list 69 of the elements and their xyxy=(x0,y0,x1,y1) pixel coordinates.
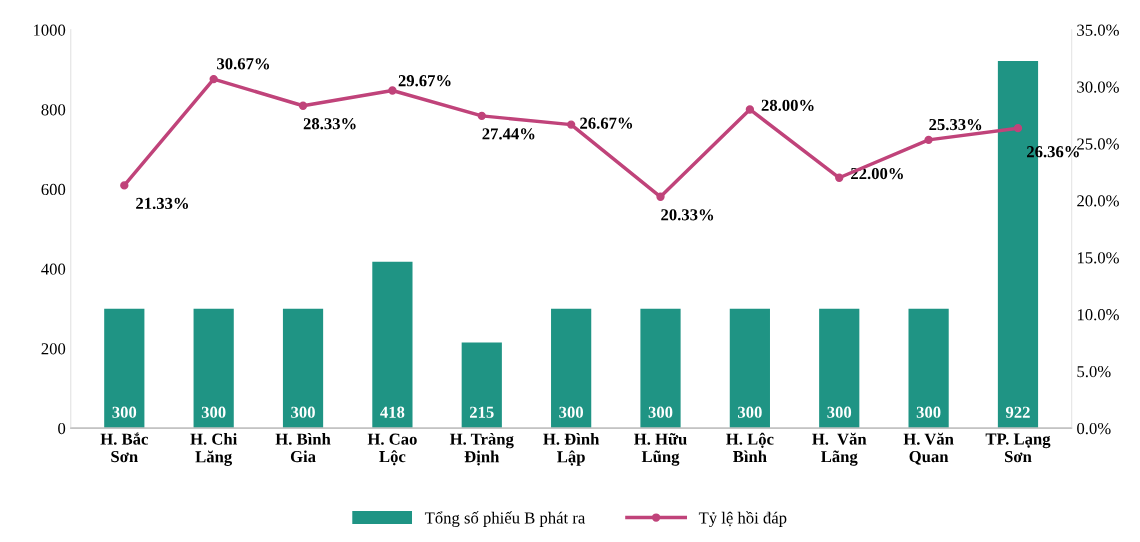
data-label: 22.00% xyxy=(851,167,903,180)
y2-tick-label: 20.0% xyxy=(1077,195,1119,207)
x-tick-label: H. Bắc Sơn xyxy=(100,432,148,463)
data-label: 300 xyxy=(201,406,226,418)
y2-tick-label: 0.0% xyxy=(1077,422,1111,435)
x-tick-label: H. Cao Lộc xyxy=(367,433,417,466)
x-tick-label: H. Đình Lập xyxy=(543,433,600,466)
data-label: 25.33% xyxy=(929,118,982,131)
y2-tick-label: 35.0% xyxy=(1077,24,1119,36)
point xyxy=(209,74,218,84)
point xyxy=(924,135,933,145)
point xyxy=(1013,123,1023,133)
x-tick-label: H. Bình Gia xyxy=(275,433,331,463)
point xyxy=(388,86,397,95)
data-label: 922 xyxy=(1005,406,1030,418)
bar xyxy=(282,308,324,429)
data-label: 300 xyxy=(738,406,762,418)
bar xyxy=(908,308,949,429)
y-tick-label: 200 xyxy=(41,343,66,355)
y2-tick-label: 25.0% xyxy=(1077,138,1119,150)
bar xyxy=(551,308,592,429)
bar xyxy=(461,342,502,429)
data-label: 28.33% xyxy=(303,118,356,130)
y-tick-label: 800 xyxy=(41,104,66,116)
y-tick-label: 0 xyxy=(58,422,66,435)
point xyxy=(745,105,755,114)
data-label: 300 xyxy=(916,406,941,418)
point xyxy=(656,192,665,201)
data-label: 215 xyxy=(469,406,494,418)
point xyxy=(566,120,576,129)
x-tick-label: H. Chi Lăng xyxy=(190,433,238,466)
x-tick-label: H. Lộc Bình xyxy=(726,432,774,463)
x-tick-label: TP. Lạng Sơn xyxy=(985,433,1051,463)
y-tick-label: 1000 xyxy=(33,24,66,36)
data-label: 28.00% xyxy=(761,99,814,111)
data-label: 300 xyxy=(559,406,583,418)
y2-tick-label: 10.0% xyxy=(1077,309,1119,321)
point xyxy=(477,111,486,121)
y2-tick-label: 15.0% xyxy=(1077,252,1119,264)
data-label: 300 xyxy=(648,406,673,418)
data-label: 300 xyxy=(291,406,315,418)
data-label: 300 xyxy=(112,406,137,418)
y2-tick-label: 30.0% xyxy=(1077,81,1119,93)
point xyxy=(120,181,129,190)
bar xyxy=(640,308,681,429)
y-tick-label: 400 xyxy=(41,263,66,275)
data-label: 30.67% xyxy=(217,58,270,70)
legend-label: Tỷ lệ hồi đáp xyxy=(698,511,787,527)
x-tick-label: H. Tràng Định xyxy=(449,433,514,466)
bar xyxy=(372,261,413,429)
bar xyxy=(104,308,145,429)
x-tick-label: H. Văn Quan xyxy=(903,432,954,465)
data-label: 418 xyxy=(380,406,405,418)
y-tick-label: 600 xyxy=(41,183,66,196)
y2-tick-label: 5.0% xyxy=(1077,365,1111,378)
legend-label: Tổng số phiếu B phát ra xyxy=(424,511,586,527)
data-label: 26.67% xyxy=(580,117,633,129)
data-label: 29.67% xyxy=(398,75,451,87)
data-label: 20.33% xyxy=(661,209,714,221)
x-tick-label: H. Văn Lãng xyxy=(812,432,867,466)
bar xyxy=(729,308,770,429)
data-label: 27.44% xyxy=(482,128,535,140)
point xyxy=(835,173,844,182)
point xyxy=(298,101,308,110)
bar xyxy=(193,308,234,429)
bar xyxy=(819,308,860,429)
x-tick-label: H. Hữu Lũng xyxy=(634,433,687,466)
data-label: 21.33% xyxy=(136,197,189,210)
data-label: 300 xyxy=(827,406,852,418)
